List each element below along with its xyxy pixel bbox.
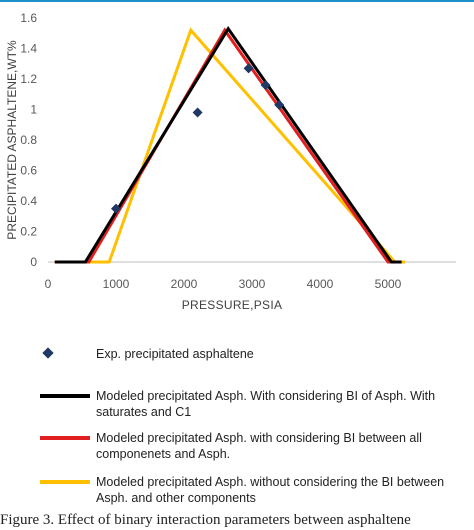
y-tick-label: 1.2 — [20, 72, 37, 86]
black-line-swatch — [40, 394, 90, 398]
scatter-point — [243, 63, 254, 74]
scatter-point — [274, 99, 285, 110]
diamond-marker-icon — [40, 346, 90, 362]
x-tick-labels: 0 1000 2000 3000 4000 5000 — [45, 277, 402, 291]
x-tick-label: 0 — [45, 277, 52, 291]
y-tick-label: 0.6 — [20, 164, 37, 178]
x-axis-label: PRESSURE,PSIA — [182, 298, 283, 312]
series-line-1 — [54, 25, 402, 264]
y-tick-label: 0.2 — [20, 225, 37, 239]
x-tick-label: 5000 — [375, 277, 402, 291]
scatter-point — [111, 203, 121, 214]
legend-item-yellow: Modeled precipitated Asph. without consi… — [40, 474, 456, 506]
y-tick-label: 0.4 — [20, 194, 37, 208]
legend-label: Exp. precipitated asphaltene — [96, 347, 254, 361]
y-axis-label: PRECIPITATED ASPHALTENE,WT% — [5, 40, 19, 240]
y-tick-label: 0 — [30, 255, 37, 269]
y-tick-label: 0.8 — [20, 133, 37, 147]
legend-label: Modeled precipitated Asph. without consi… — [96, 475, 445, 505]
figure-caption: Figure 3. Effect of binary interaction p… — [0, 512, 411, 528]
y-tick-label: 1.4 — [20, 42, 37, 56]
y-tick-label: 1 — [30, 103, 37, 117]
chart-series — [54, 25, 405, 264]
x-tick-label: 2000 — [171, 277, 198, 291]
scatter-point — [192, 107, 203, 118]
top-accent-line — [0, 0, 474, 2]
x-tick-label: 4000 — [307, 277, 334, 291]
legend-item-red: Modeled precipitated Asph. with consider… — [40, 430, 456, 462]
x-tick-label: 3000 — [239, 277, 266, 291]
line-chart: 0 0.2 0.4 0.6 0.8 1 1.2 1.4 1.6 0 1000 2000 3000 400… — [5, 11, 456, 312]
legend-label: Modeled precipitated Asph. with consider… — [96, 431, 422, 461]
legend-item-exp: Exp. precipitated asphaltene — [40, 346, 456, 362]
y-tick-label: 1.6 — [20, 11, 37, 25]
legend-label: Modeled precipitated Asph. With consider… — [96, 389, 436, 419]
yellow-line-swatch — [40, 480, 90, 484]
x-tick-label: 1000 — [103, 277, 130, 291]
legend-item-black: Modeled precipitated Asph. With consider… — [40, 388, 456, 420]
y-tick-labels: 0 0.2 0.4 0.6 0.8 1 1.2 1.4 1.6 — [20, 11, 37, 269]
scatter-point — [260, 80, 271, 91]
red-line-swatch — [40, 436, 90, 440]
